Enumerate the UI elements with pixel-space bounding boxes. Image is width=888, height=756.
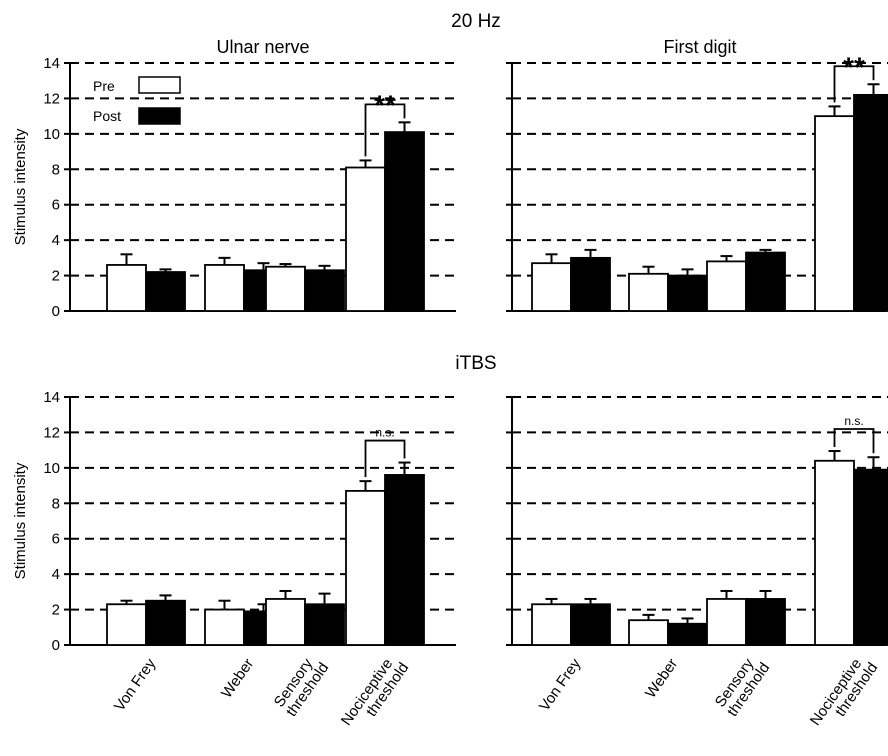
bar-pre xyxy=(628,619,669,646)
bar-pre xyxy=(814,115,855,312)
y-axis-label: Stimulus intensity xyxy=(12,128,29,245)
bar-post xyxy=(667,622,708,646)
panel-title: Ulnar nerve xyxy=(216,37,309,57)
significance-bracket xyxy=(833,65,875,103)
y-tick-label: 4 xyxy=(52,232,60,249)
chart-panel-0: 0 2 4 6 8 10 12 14 Stimulus intensity Ulnar nerve… xyxy=(12,37,458,320)
y-axis-label: Stimulus intensity xyxy=(12,462,29,579)
bar-pre xyxy=(204,264,245,312)
chart-panels: 0 2 4 6 8 10 12 14 Stimulus intensity Ulnar nerve… xyxy=(12,37,888,729)
bar-pre xyxy=(106,603,147,646)
panel-title: First digit xyxy=(663,37,736,57)
bar-pre xyxy=(628,272,669,312)
bar-post xyxy=(667,274,708,312)
bar-post xyxy=(853,93,888,312)
row-title-20hz: 20 Hz xyxy=(451,11,501,32)
significance-bracket xyxy=(364,103,406,157)
category-label: Von Frey xyxy=(536,655,585,714)
legend-swatch-pre xyxy=(138,76,181,94)
legend-label-post: Post xyxy=(93,108,121,124)
bar-post xyxy=(384,474,425,646)
y-tick-label: 4 xyxy=(52,566,60,583)
y-tick-label: 14 xyxy=(43,389,60,406)
bar-pre xyxy=(531,262,572,312)
significance-bracket xyxy=(364,439,406,478)
y-tick-label: 12 xyxy=(43,424,60,441)
bar-post xyxy=(304,603,345,646)
bar-pre xyxy=(265,598,306,646)
bar-post xyxy=(853,468,888,646)
bar-post xyxy=(570,603,611,646)
category-label: Weber xyxy=(642,656,681,702)
significance-label: n.s. xyxy=(844,414,863,428)
y-tick-label: 6 xyxy=(52,531,60,548)
bar-post xyxy=(745,251,786,312)
y-tick-label: 2 xyxy=(52,602,60,619)
y-tick-label: 14 xyxy=(43,55,60,72)
bar-pre xyxy=(531,603,572,646)
legend-label-pre: Pre xyxy=(93,78,115,94)
bar-post xyxy=(384,131,425,312)
bar-post xyxy=(745,598,786,646)
bar-pre xyxy=(265,265,306,312)
y-tick-label: 2 xyxy=(52,268,60,285)
y-tick-label: 12 xyxy=(43,90,60,107)
bar-post xyxy=(570,256,611,312)
bar-post xyxy=(145,599,186,646)
category-label: Von Frey xyxy=(111,655,160,714)
y-tick-label: 0 xyxy=(52,303,60,320)
bar-pre xyxy=(706,260,747,312)
significance-label: n.s. xyxy=(375,426,394,440)
chart-panel-1: First digit ** xyxy=(506,37,888,312)
category-label: Weber xyxy=(218,656,257,702)
legend-swatch-post xyxy=(138,107,181,125)
bar-post xyxy=(304,269,345,312)
bar-post xyxy=(145,271,186,312)
y-tick-label: 0 xyxy=(52,637,60,654)
significance-label: ** xyxy=(843,51,865,82)
bar-pre xyxy=(706,598,747,646)
bar-pre xyxy=(814,459,855,646)
bar-pre xyxy=(106,264,147,312)
significance-bracket xyxy=(833,428,875,454)
row-title-itbs: iTBS xyxy=(455,353,496,374)
significance-label: ** xyxy=(374,89,396,120)
y-tick-label: 10 xyxy=(43,126,60,143)
y-tick-label: 8 xyxy=(52,161,60,178)
bar-pre xyxy=(345,166,386,312)
y-tick-label: 8 xyxy=(52,495,60,512)
y-tick-label: 6 xyxy=(52,197,60,214)
bar-pre xyxy=(345,489,386,646)
bar-pre xyxy=(204,608,245,646)
y-tick-label: 10 xyxy=(43,460,60,477)
chart-panel-2: 0 2 4 6 8 10 12 14 Stimulus intensity Von Frey Web… xyxy=(12,389,458,729)
legend: Pre Post xyxy=(93,76,181,125)
